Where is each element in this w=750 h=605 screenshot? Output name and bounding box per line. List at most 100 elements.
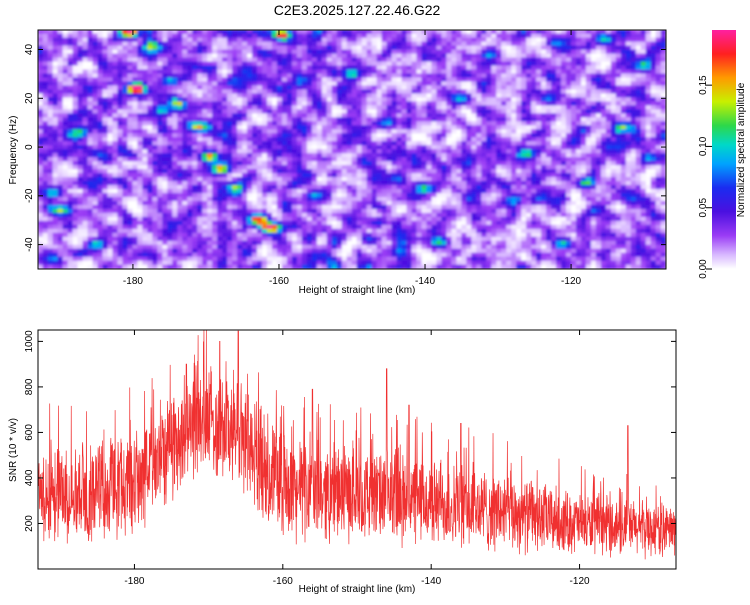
heatmap-cell	[655, 53, 662, 59]
heatmap-cell	[585, 141, 592, 146]
heatmap-cell	[291, 153, 298, 158]
heatmap-cell	[446, 93, 452, 99]
heatmap-cell	[217, 173, 223, 178]
heatmap-cell	[247, 185, 253, 190]
heatmap-cell	[391, 69, 398, 75]
heatmap-cell	[561, 69, 567, 75]
heatmap-cell	[187, 141, 193, 146]
heatmap-cell	[212, 97, 218, 102]
heatmap-cell	[461, 141, 467, 146]
heatmap-cell	[42, 165, 49, 170]
heatmap-cell	[461, 117, 467, 122]
heatmap-cell	[232, 97, 238, 102]
heatmap-cell	[426, 37, 433, 43]
heatmap-cell	[311, 81, 318, 87]
heatmap-cell	[67, 145, 74, 150]
heatmap-cell	[107, 169, 114, 174]
heatmap-cell	[356, 73, 363, 79]
heatmap-cell	[381, 153, 388, 158]
heatmap-cell	[346, 37, 353, 43]
heatmap-cell	[92, 185, 99, 190]
heatmap-cell	[301, 85, 308, 91]
heatmap-cell	[261, 121, 268, 126]
heatmap-cell	[237, 61, 243, 67]
heatmap-cell	[546, 81, 552, 87]
heatmap-cell	[177, 157, 183, 162]
heatmap-cell	[650, 85, 657, 91]
heatmap-cell	[232, 165, 238, 170]
heatmap-cell	[585, 125, 592, 130]
heatmap-cell	[396, 69, 403, 75]
heatmap-cell	[516, 113, 522, 118]
heatmap-cell	[281, 181, 288, 186]
heatmap-cell	[411, 30, 418, 35]
heatmap-cell	[496, 57, 502, 63]
heatmap-cell	[301, 45, 308, 51]
heatmap-cell	[585, 149, 592, 154]
heatmap-cell	[366, 133, 373, 138]
heatmap-cell	[242, 73, 248, 79]
heatmap-cell	[630, 73, 637, 79]
heatmap-cell	[441, 173, 447, 178]
heatmap-cell	[491, 37, 497, 43]
heatmap-cell	[77, 165, 84, 170]
heatmap-cell	[232, 129, 238, 134]
heatmap-cell	[566, 113, 572, 118]
heatmap-cell	[461, 93, 467, 99]
heatmap-cell	[501, 121, 507, 126]
heatmap-cell	[526, 69, 532, 75]
heatmap-cell	[476, 125, 482, 130]
heatmap-cell	[266, 37, 273, 43]
heatmap-cell	[137, 121, 143, 126]
heatmap-cell	[112, 185, 119, 190]
heatmap-cell	[52, 105, 59, 110]
heatmap-cell	[456, 41, 462, 47]
heatmap-cell	[286, 97, 293, 102]
heatmap-cell	[57, 73, 64, 79]
heatmap-cell	[157, 45, 163, 51]
heatmap-cell	[266, 137, 273, 142]
heatmap-cell	[57, 30, 64, 35]
heatmap-cell	[541, 77, 547, 83]
heatmap-cell	[222, 117, 228, 122]
heatmap-cell	[227, 57, 233, 63]
heatmap-cell	[242, 137, 248, 142]
heatmap-cell	[625, 33, 632, 39]
heatmap-cell	[52, 77, 59, 83]
heatmap-cell	[401, 41, 408, 47]
heatmap-cell	[247, 73, 253, 79]
heatmap-cell	[117, 93, 124, 99]
heatmap-cell	[192, 69, 198, 75]
heatmap-cell	[511, 61, 517, 67]
heatmap-cell	[52, 109, 59, 114]
heatmap-cell	[336, 61, 343, 67]
heatmap-cell	[257, 137, 263, 142]
heatmap-cell	[82, 69, 89, 75]
heatmap-cell	[107, 125, 114, 130]
heatmap-cell	[197, 161, 203, 166]
heatmap-cell	[82, 49, 89, 55]
heatmap-cell	[207, 73, 213, 79]
heatmap-cell	[406, 185, 413, 190]
heatmap-cell	[296, 57, 303, 63]
heatmap-cell	[212, 109, 218, 114]
heatmap-cell	[252, 121, 258, 126]
heatmap-cell	[521, 157, 527, 162]
heatmap-cell	[630, 169, 637, 174]
heatmap-cell	[436, 177, 443, 182]
heatmap-cell	[431, 177, 438, 182]
heatmap-cell	[546, 89, 552, 95]
heatmap-cell	[546, 69, 552, 75]
heatmap-cell	[371, 161, 378, 166]
heatmap-cell	[386, 141, 393, 146]
heatmap-cell	[276, 53, 283, 59]
heatmap-cell	[446, 41, 452, 47]
heatmap-cell	[346, 57, 353, 63]
heatmap-cell	[87, 33, 94, 39]
heatmap-cell	[157, 113, 163, 118]
heatmap-cell	[72, 137, 79, 142]
heatmap-cell	[511, 53, 517, 59]
heatmap-cell	[82, 173, 89, 178]
heatmap-cell	[122, 65, 129, 71]
